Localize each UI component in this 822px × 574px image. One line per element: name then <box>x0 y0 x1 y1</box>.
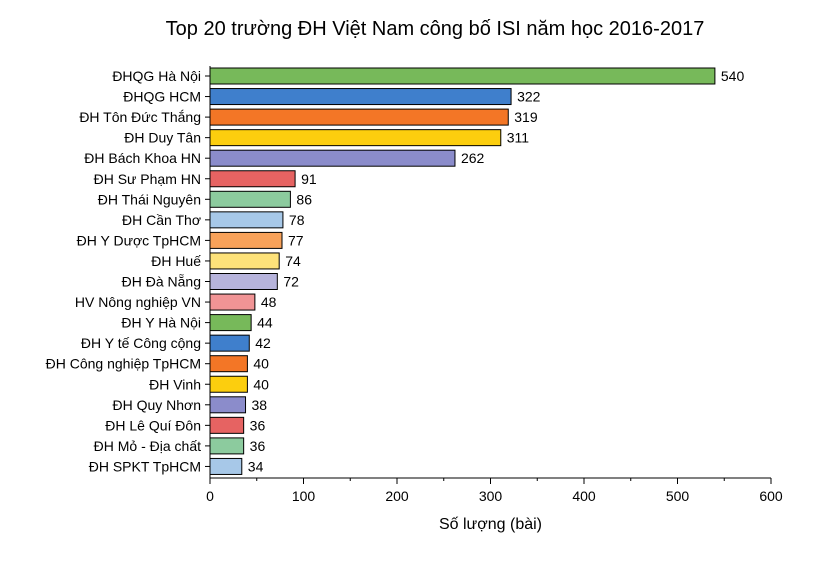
bar <box>209 231 283 249</box>
category-label: ĐH Duy Tân <box>124 130 201 146</box>
data-label: 40 <box>253 376 269 392</box>
data-label: 40 <box>253 356 269 372</box>
bar <box>209 149 456 167</box>
category-label: ĐH Y Hà Nội <box>121 315 201 331</box>
category-label: ĐH Huế <box>151 253 201 269</box>
data-label: 540 <box>721 68 745 84</box>
category-label: ĐH SPKT TpHCM <box>89 458 201 474</box>
category-label: ĐH Tôn Đức Thắng <box>79 109 201 125</box>
category-label: ĐHQG HCM <box>123 89 201 105</box>
data-label: 86 <box>296 191 312 207</box>
bar <box>209 437 245 455</box>
bar <box>209 108 509 126</box>
category-label: ĐH Bách Khoa HN <box>84 150 201 166</box>
category-label: ĐH Thái Nguyên <box>98 191 201 207</box>
x-tick-label: 200 <box>385 488 409 504</box>
data-label: 319 <box>514 109 538 125</box>
chart-title: Top 20 trường ĐH Việt Nam công bố ISI nă… <box>165 18 705 40</box>
data-label: 72 <box>283 274 299 290</box>
bar <box>209 170 296 188</box>
bar <box>209 314 252 332</box>
category-label: HV Nông nghiệp VN <box>75 294 201 310</box>
bar <box>209 416 245 434</box>
x-tick-label: 0 <box>206 488 214 504</box>
bar <box>209 396 247 414</box>
bar <box>209 67 716 85</box>
category-label: ĐH Lê Quí Đôn <box>105 417 201 433</box>
category-label: ĐH Vinh <box>149 376 201 392</box>
category-label: ĐH Đà Nẵng <box>122 274 201 290</box>
x-tick-label: 400 <box>572 488 596 504</box>
bar <box>209 375 248 393</box>
x-tick-label: 500 <box>666 488 690 504</box>
data-label: 36 <box>250 438 266 454</box>
bar <box>209 355 248 373</box>
x-tick-label: 600 <box>759 488 783 504</box>
data-label: 34 <box>248 458 264 474</box>
data-label: 91 <box>301 171 317 187</box>
data-label: 322 <box>517 89 541 105</box>
data-label: 262 <box>461 150 485 166</box>
data-label: 38 <box>252 397 268 413</box>
bar <box>209 190 291 208</box>
data-label: 78 <box>289 212 305 228</box>
category-label: ĐH Y Dược TpHCM <box>77 232 201 248</box>
category-label: ĐH Cần Thơ <box>122 212 201 228</box>
bar <box>209 211 284 229</box>
data-label: 48 <box>261 294 277 310</box>
x-axis-label: Số lượng (bài) <box>439 516 542 533</box>
data-label: 74 <box>285 253 301 269</box>
category-label: ĐH Công nghiệp TpHCM <box>46 356 201 372</box>
data-label: 311 <box>507 130 530 146</box>
category-label: ĐH Quy Nhơn <box>112 397 201 413</box>
bar <box>209 88 512 106</box>
bar <box>209 457 243 475</box>
data-label: 44 <box>257 315 273 331</box>
bar <box>209 129 502 147</box>
bar <box>209 252 280 270</box>
bar <box>209 293 256 311</box>
x-tick-label: 100 <box>292 488 316 504</box>
bar <box>209 334 250 352</box>
category-label: ĐH Sư Phạm HN <box>94 171 201 187</box>
x-tick-label: 300 <box>479 488 503 504</box>
data-label: 36 <box>250 417 266 433</box>
data-label: 42 <box>255 335 271 351</box>
category-label: ĐH Mỏ - Địa chất <box>94 438 201 454</box>
data-label: 77 <box>288 232 304 248</box>
category-label: ĐHQG Hà Nội <box>112 68 201 84</box>
bar <box>209 273 278 290</box>
category-label: ĐH Y tế Công cộng <box>81 335 201 351</box>
